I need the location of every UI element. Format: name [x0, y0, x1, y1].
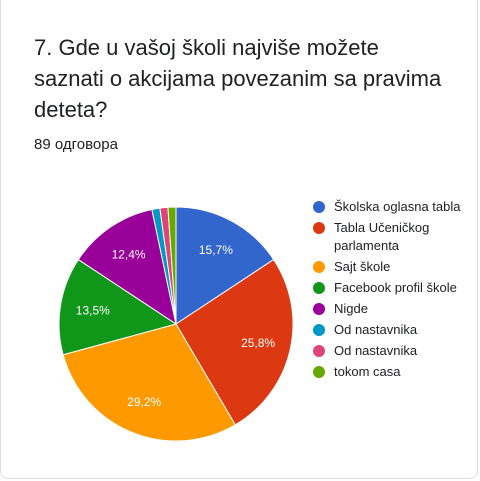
legend-swatch [313, 282, 325, 294]
legend-label: Od nastavnika [334, 343, 418, 358]
legend-swatch [313, 345, 325, 357]
legend-item[interactable]: Facebook profil škole [313, 279, 473, 297]
legend-label: Nigde [334, 301, 368, 316]
legend-label: tokom casa [334, 364, 401, 379]
legend-item[interactable]: tokom casa [313, 363, 473, 381]
legend-swatch [313, 303, 325, 315]
legend-label: Sajt škole [334, 259, 391, 274]
slice-label: 12,4% [112, 247, 146, 261]
slice-label: 25,8% [241, 336, 275, 350]
pie-slice[interactable] [77, 208, 177, 326]
legend-label: Facebook profil škole [334, 280, 457, 295]
legend-label: Tabla Učeničkog parlamenta [334, 220, 430, 253]
legend-label: Školska oglasna tabla [334, 199, 461, 214]
slice-label: 13,5% [76, 304, 110, 318]
response-count: 89 одговора [34, 136, 118, 153]
question-title: 7. Gde u vašoj školi najviše možete sazn… [34, 35, 442, 122]
chart-legend: Školska oglasna tabla Tabla Učeničkog par… [313, 198, 473, 384]
pie-slice[interactable] [167, 206, 177, 325]
pie-slice[interactable] [175, 206, 275, 325]
legend-label: Od nastavnika [334, 322, 418, 337]
legend-item[interactable]: Sajt škole [313, 258, 473, 276]
pie-slice[interactable] [175, 258, 294, 426]
legend-item[interactable]: Tabla Učeničkog parlamenta [313, 219, 473, 255]
legend-item[interactable]: Od nastavnika [313, 321, 473, 339]
legend-swatch [313, 201, 325, 213]
legend-swatch [313, 222, 325, 234]
legend-item[interactable]: Od nastavnika [313, 342, 473, 360]
legend-swatch [313, 366, 325, 378]
slice-label: 15,7% [199, 243, 233, 257]
legend-swatch [313, 261, 325, 273]
slice-label: 29,2% [127, 395, 161, 409]
pie-slice[interactable] [58, 258, 178, 356]
legend-swatch [313, 324, 325, 336]
pie-slice[interactable] [62, 323, 236, 442]
legend-item[interactable]: Školska oglasna tabla [313, 198, 473, 216]
legend-item[interactable]: Nigde [313, 300, 473, 318]
